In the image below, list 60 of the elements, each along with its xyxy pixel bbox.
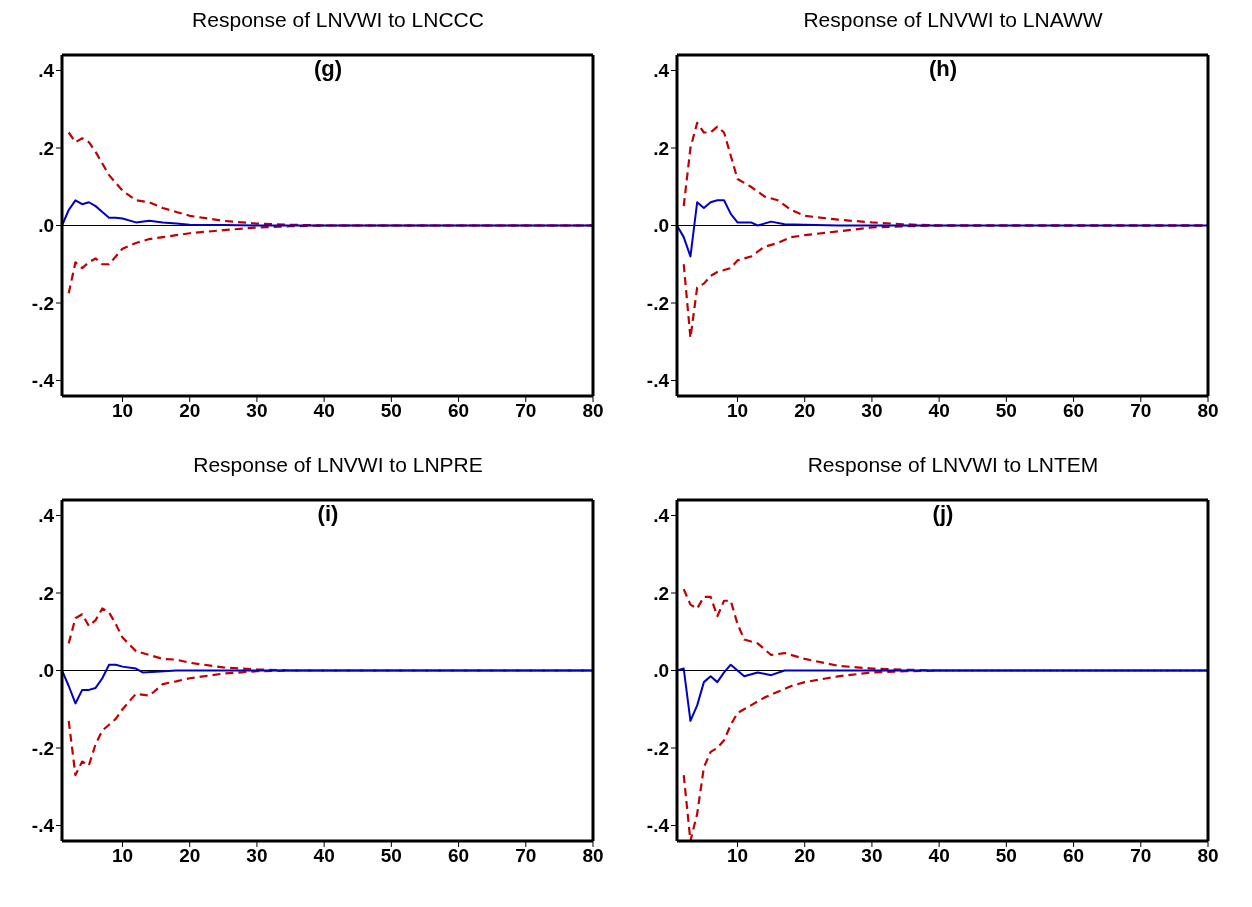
y-tick-label: .0 (653, 660, 669, 682)
x-tick-label: 80 (582, 400, 604, 422)
x-tick-label: 40 (313, 400, 335, 422)
y-tick-label: -.4 (31, 370, 55, 392)
y-tick-label: .2 (38, 582, 54, 604)
y-tick-label: -.4 (646, 370, 670, 392)
y-tick-label: .4 (38, 60, 55, 82)
y-tick-label: -.2 (646, 292, 669, 314)
annotation: (j) (931, 501, 955, 527)
x-tick-label: 20 (179, 845, 201, 867)
y-tick-label: .2 (653, 137, 669, 159)
x-tick-label: 70 (515, 400, 537, 422)
x-tick-label: 50 (380, 400, 402, 422)
x-tick-label: 40 (313, 845, 335, 867)
x-tick-label: 70 (1130, 400, 1152, 422)
x-tick-label: 60 (1063, 400, 1085, 422)
x-tick-label: 60 (448, 400, 470, 422)
x-tick-label: 10 (726, 845, 749, 867)
y-tick-label: .4 (38, 505, 55, 527)
x-tick-label: 30 (861, 845, 883, 867)
x-tick-label: 80 (1197, 845, 1219, 867)
y-tick-label: .2 (653, 582, 669, 604)
x-tick-label: 40 (928, 400, 950, 422)
chart-title: Response of LNVWI to LNAWW (802, 8, 1104, 33)
x-tick-label: 80 (582, 845, 604, 867)
x-tick-label: 50 (995, 400, 1017, 422)
y-tick-label: -.2 (646, 737, 669, 759)
x-tick-label: 50 (995, 845, 1017, 867)
x-tick-label: 20 (794, 400, 816, 422)
x-tick-label: 10 (726, 400, 749, 422)
y-tick-label: -.4 (646, 815, 670, 837)
y-tick-label: .4 (653, 505, 670, 527)
y-tick-label: -.4 (31, 815, 55, 837)
x-tick-label: 30 (246, 845, 268, 867)
chart-title: Response of LNVWI to LNCCC (191, 8, 485, 33)
x-tick-label: 30 (861, 400, 883, 422)
x-tick-label: 30 (246, 400, 268, 422)
x-tick-label: 10 (111, 400, 134, 422)
x-tick-label: 70 (1130, 845, 1152, 867)
x-tick-label: 10 (111, 845, 134, 867)
x-tick-label: 60 (448, 845, 470, 867)
y-tick-label: -.2 (31, 292, 54, 314)
x-tick-label: 80 (1197, 400, 1219, 422)
y-tick-label: .0 (653, 215, 669, 237)
y-tick-label: .2 (38, 137, 54, 159)
annotation: (g) (312, 56, 344, 82)
y-tick-label: .4 (653, 60, 670, 82)
x-tick-label: 40 (928, 845, 950, 867)
x-tick-label: 50 (380, 845, 402, 867)
annotation: (i) (316, 501, 340, 527)
y-tick-label: .0 (38, 215, 54, 237)
y-tick-label: -.2 (31, 737, 54, 759)
x-tick-label: 20 (179, 400, 201, 422)
x-tick-label: 70 (515, 845, 537, 867)
chart-title: Response of LNVWI to LNTEM (806, 453, 1100, 478)
x-tick-label: 60 (1063, 845, 1085, 867)
annotation: (h) (927, 56, 959, 82)
x-tick-label: 20 (794, 845, 816, 867)
y-tick-label: .0 (38, 660, 54, 682)
chart-title: Response of LNVWI to LNPRE (192, 453, 484, 478)
